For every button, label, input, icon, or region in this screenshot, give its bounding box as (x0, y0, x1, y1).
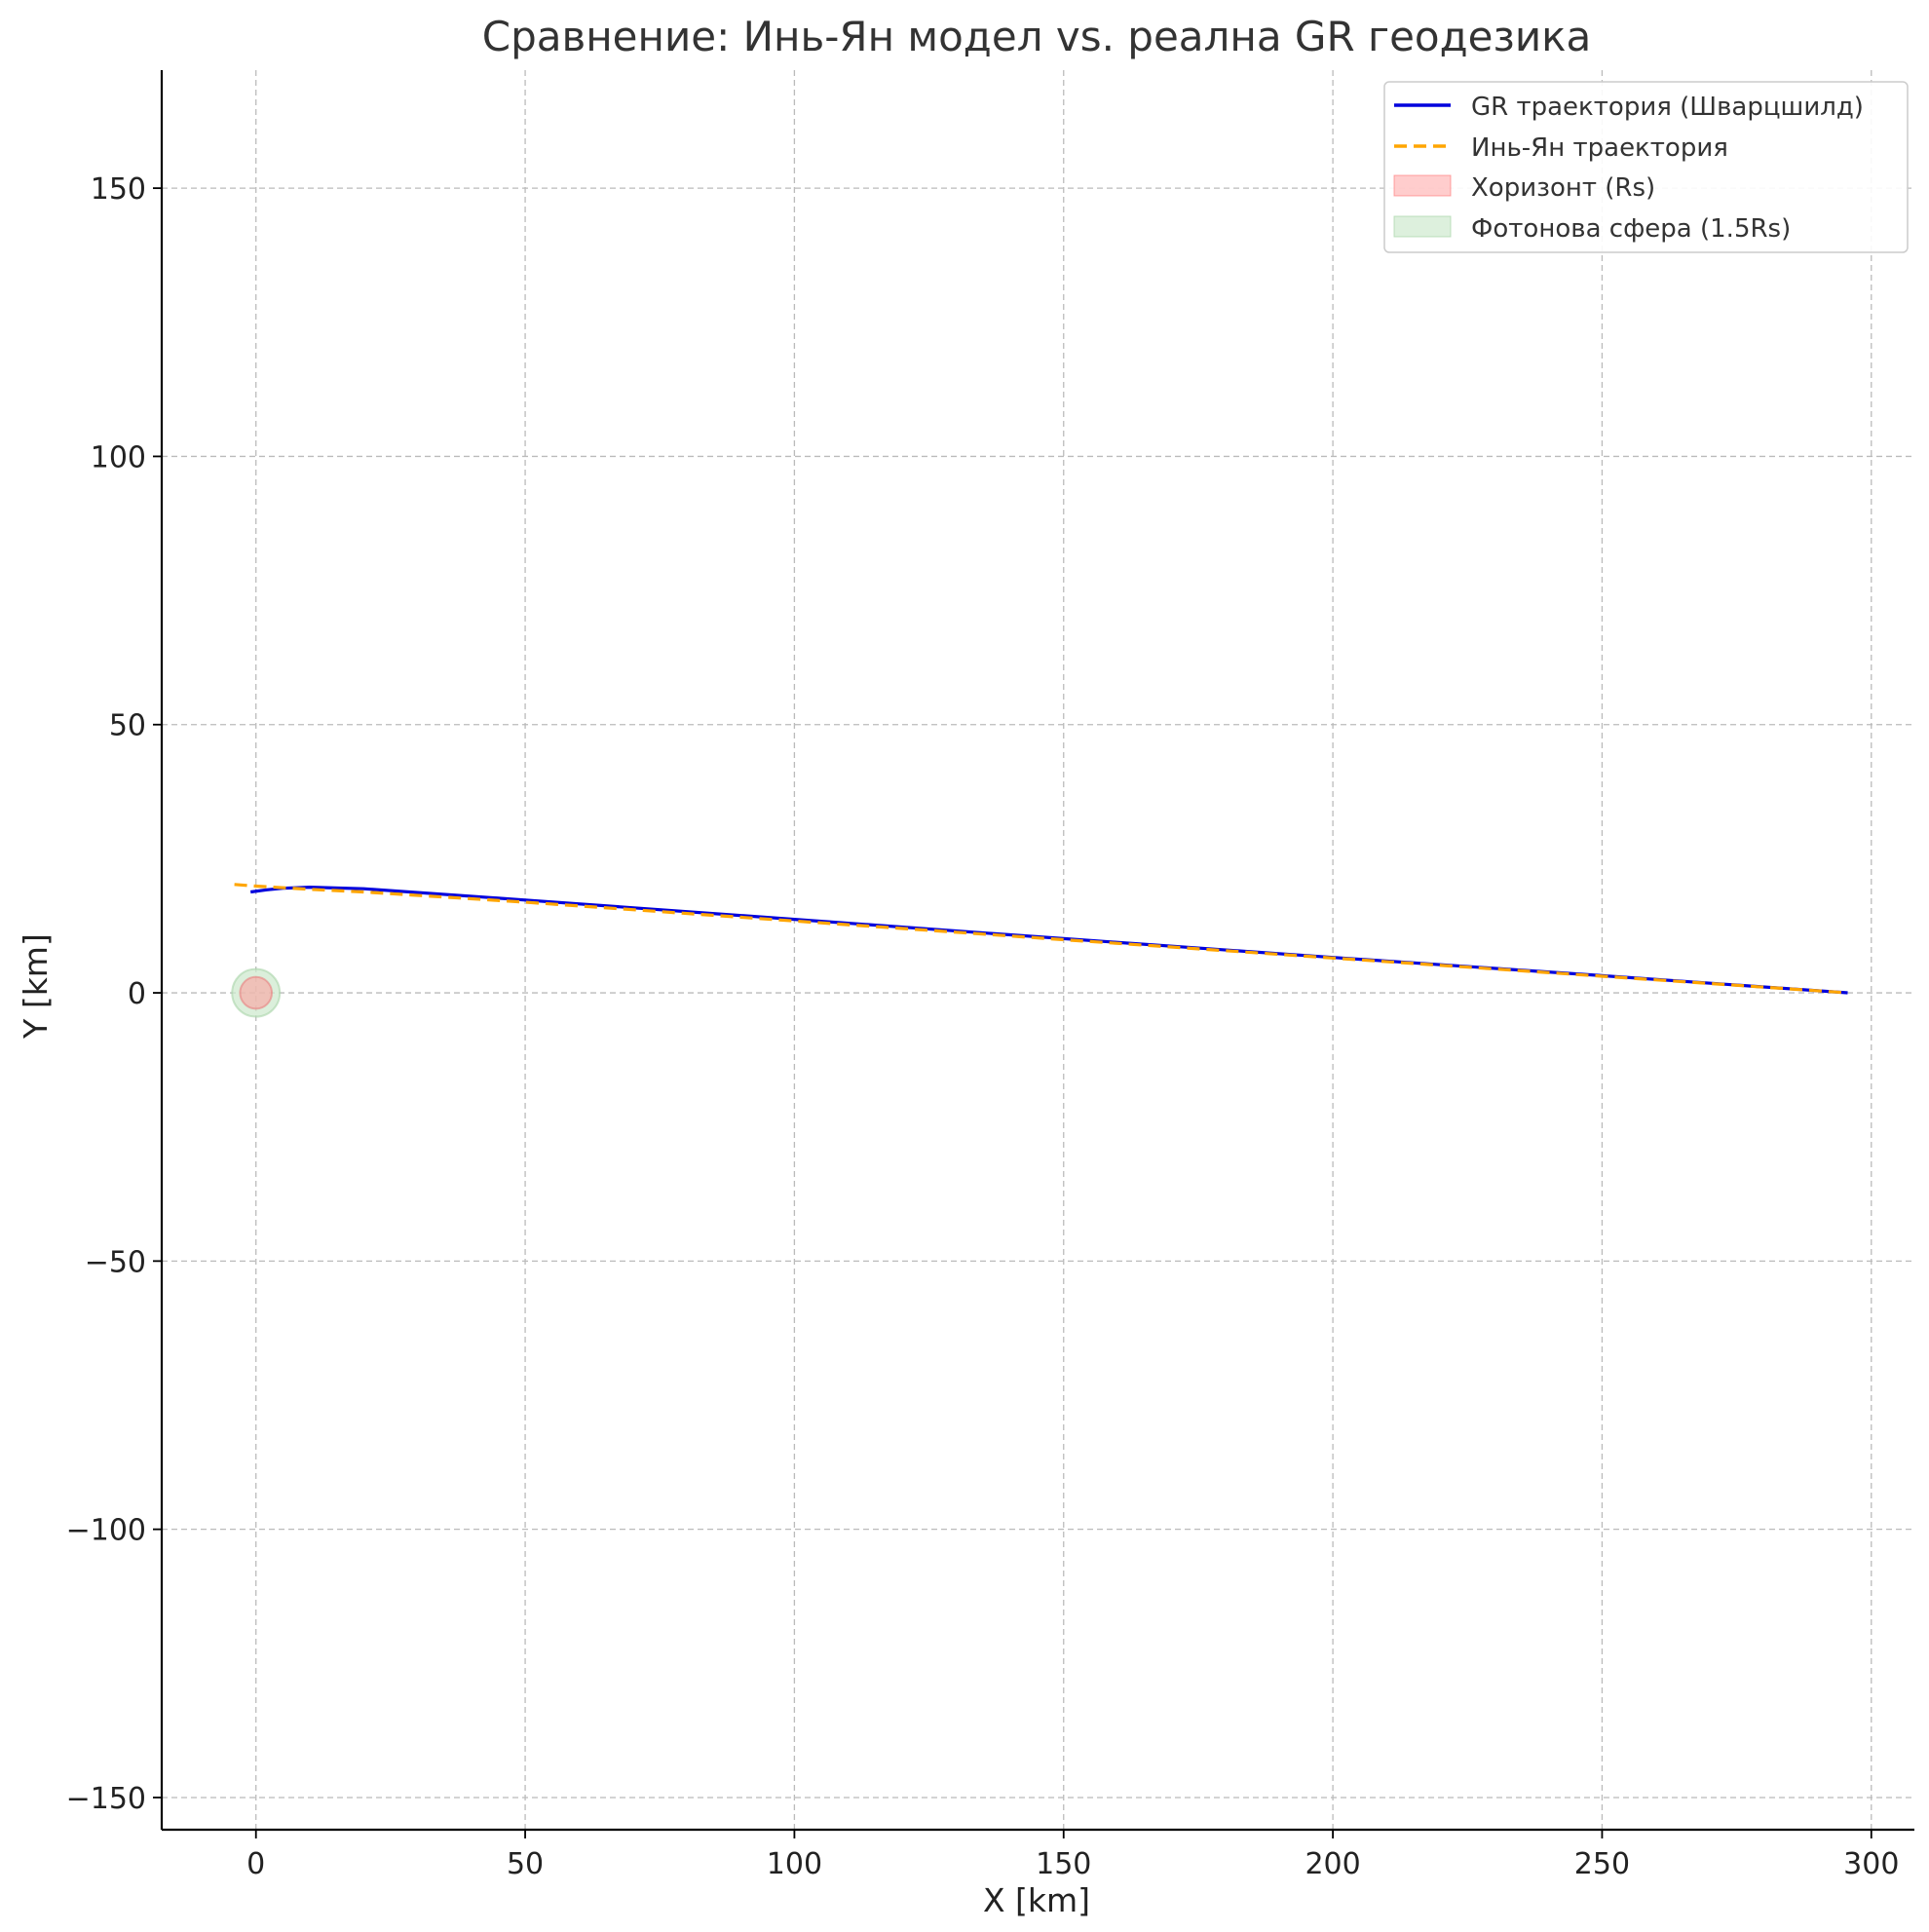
y-tick-label: 0 (128, 977, 146, 1011)
y-tick-label: −100 (66, 1514, 146, 1548)
legend-frame (1383, 81, 1909, 253)
y-tick-label: 100 (91, 440, 146, 474)
x-tick-label: 50 (507, 1847, 544, 1881)
legend-swatch-photon-sphere (1393, 215, 1452, 238)
x-tick-label: 250 (1574, 1847, 1630, 1881)
legend-label-photon-sphere: Фотонова сфера (1.5Rs) (1471, 214, 1791, 244)
x-tick-label: 100 (767, 1847, 822, 1881)
grid (162, 70, 1914, 1830)
series-line-yinyang (234, 883, 1848, 995)
axis-ticks: 0 50 100 150 200 250 300 −150 −100 −50 0 50 100 150 (66, 172, 1900, 1881)
legend-label-horizon: Хоризонт (Rs) (1471, 173, 1655, 203)
x-axis-label: X [km] (983, 1881, 1090, 1919)
legend-swatch-horizon (1393, 174, 1452, 197)
legend-label-yinyang: Инь-Ян траектория (1471, 133, 1728, 163)
y-tick-label: 150 (91, 172, 146, 207)
series-lines (234, 883, 1848, 995)
regions (231, 967, 282, 1018)
y-tick-label: 50 (109, 709, 146, 743)
chart-title: Сравнение: Инь-Ян модел vs. реална GR ге… (482, 13, 1591, 60)
legend-label-gr: GR траектория (Шварцшилд) (1471, 93, 1864, 122)
y-tick-label: −150 (66, 1782, 146, 1816)
horizon-circle (239, 975, 274, 1010)
y-tick-label: −50 (85, 1245, 146, 1279)
y-axis-label: Y [km] (17, 933, 55, 1040)
x-tick-label: 200 (1305, 1847, 1360, 1881)
legend: GR траектория (Шварцшилд) Инь-Ян траекто… (1383, 81, 1909, 253)
x-tick-label: 0 (246, 1847, 265, 1881)
x-tick-label: 300 (1843, 1847, 1899, 1881)
x-tick-label: 150 (1036, 1847, 1091, 1881)
